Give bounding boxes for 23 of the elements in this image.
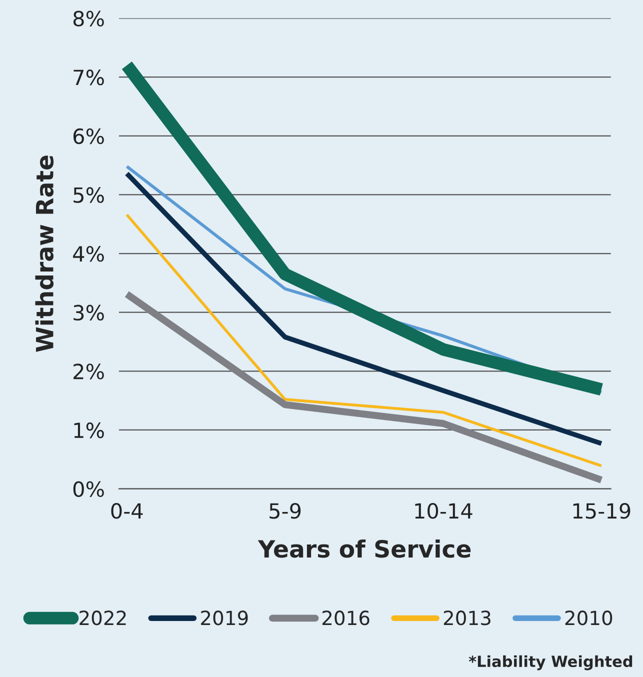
y-tick-label: 6% xyxy=(73,128,104,144)
x-tick-label: 5-9 xyxy=(270,503,301,519)
legend-label: 2010 xyxy=(565,610,612,626)
line-series xyxy=(125,213,603,468)
y-tick-label: 8% xyxy=(73,10,104,26)
legend-label: 2013 xyxy=(444,610,490,626)
y-tick-label: 2% xyxy=(74,364,104,380)
x-tick-label: 15-19 xyxy=(573,503,630,519)
legend-label: 2022 xyxy=(80,610,126,626)
legend-label: 2019 xyxy=(201,610,248,626)
y-tick-label: 7% xyxy=(74,70,104,86)
y-tick-label: 0% xyxy=(73,481,104,498)
legend-label: 2016 xyxy=(322,610,370,626)
y-tick-label: 3% xyxy=(74,304,104,321)
y-tick-label: 5% xyxy=(74,187,104,203)
x-tick-label: 10-14 xyxy=(415,503,472,519)
y-axis-title: Withdraw Rate xyxy=(35,156,54,352)
text: *Liability Weighted xyxy=(468,655,632,670)
x-tick-label: 0-4 xyxy=(111,503,143,519)
x-axis-title: Years of Service xyxy=(258,540,471,558)
y-tick-label: 1% xyxy=(74,422,104,438)
line-series xyxy=(124,171,604,446)
y-tick-label: 4% xyxy=(73,246,104,262)
